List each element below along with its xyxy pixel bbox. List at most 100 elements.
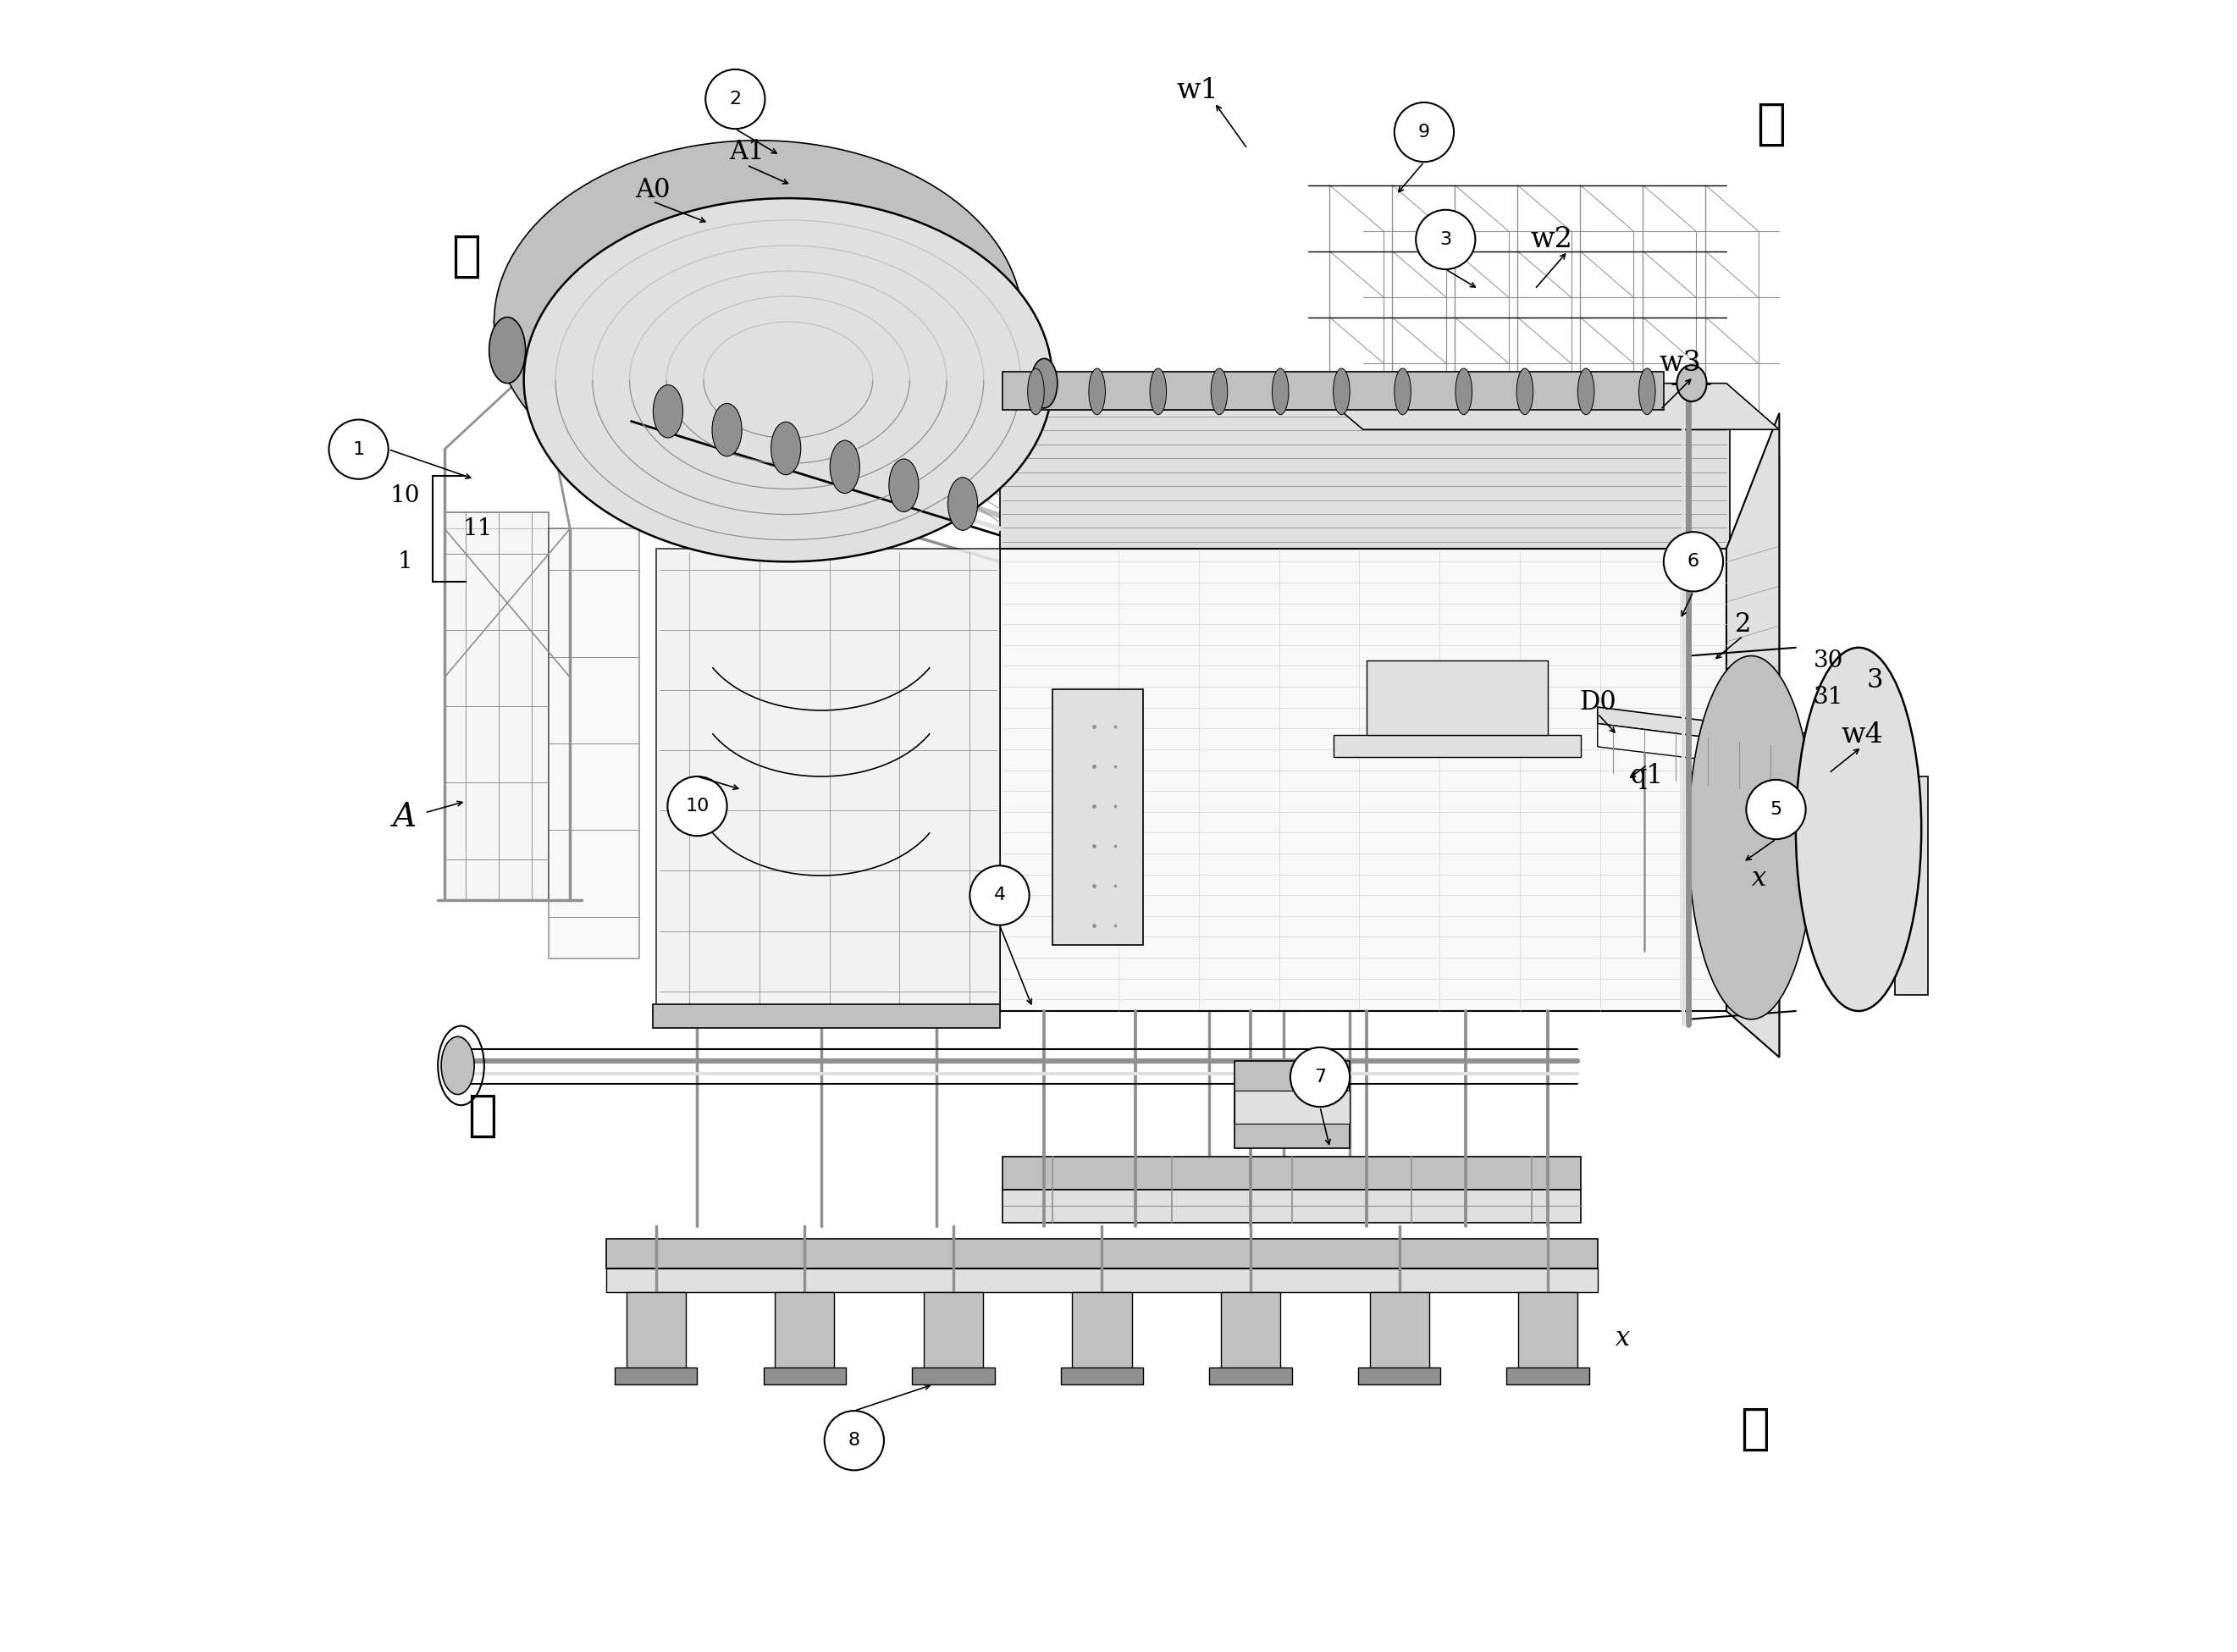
Circle shape [329,420,389,479]
Polygon shape [1309,383,1778,430]
Ellipse shape [948,477,978,530]
Circle shape [1291,1047,1349,1107]
Text: A1: A1 [729,139,765,165]
Polygon shape [1002,1189,1582,1222]
Text: 3: 3 [1868,667,1884,694]
Polygon shape [1369,1292,1429,1371]
Text: 10: 10 [389,484,421,507]
Polygon shape [445,512,548,900]
Ellipse shape [441,1037,474,1095]
Ellipse shape [1273,368,1289,415]
Circle shape [667,776,727,836]
Text: 4: 4 [993,887,1007,904]
Polygon shape [1358,1368,1441,1384]
Polygon shape [1221,1292,1280,1371]
Ellipse shape [653,385,682,438]
Text: 5: 5 [1769,801,1783,818]
Text: 6: 6 [1687,553,1700,570]
Polygon shape [1060,1368,1143,1384]
Circle shape [971,866,1029,925]
Text: 9: 9 [1418,124,1429,140]
Text: 10: 10 [685,798,709,814]
Polygon shape [606,1239,1597,1269]
Text: 右: 右 [468,1090,497,1140]
Text: w1: w1 [1177,78,1219,104]
Polygon shape [1333,735,1582,757]
Text: q1: q1 [1631,763,1664,790]
Ellipse shape [490,317,526,383]
Text: 11: 11 [463,517,492,540]
Ellipse shape [1456,368,1472,415]
Ellipse shape [830,441,859,494]
Polygon shape [1002,372,1664,410]
Polygon shape [1727,413,1778,1057]
Polygon shape [1000,548,1729,1011]
Text: 8: 8 [848,1432,861,1449]
Text: w2: w2 [1530,226,1573,253]
Ellipse shape [772,421,801,474]
Circle shape [1394,102,1454,162]
Text: 2: 2 [1734,611,1752,638]
Ellipse shape [1577,368,1595,415]
Ellipse shape [1027,368,1045,415]
Text: 7: 7 [1313,1069,1327,1085]
Polygon shape [1002,1156,1582,1189]
Ellipse shape [1031,358,1058,408]
Polygon shape [1210,1368,1293,1384]
Polygon shape [1519,1292,1577,1371]
Text: A: A [394,803,416,833]
Polygon shape [548,529,640,958]
Circle shape [1664,532,1722,591]
Polygon shape [1072,1292,1132,1371]
Polygon shape [913,1368,995,1384]
Circle shape [825,1411,884,1470]
Polygon shape [626,1292,687,1371]
Circle shape [1747,780,1805,839]
Ellipse shape [1796,648,1922,1011]
Ellipse shape [1640,368,1655,415]
Text: D0: D0 [1579,689,1615,715]
Polygon shape [653,1004,1000,1028]
Text: A0: A0 [635,177,671,203]
Text: 前: 前 [1740,1404,1769,1454]
Polygon shape [1235,1061,1349,1148]
Polygon shape [1235,1090,1349,1123]
Text: 31: 31 [1814,686,1843,709]
Text: 3: 3 [1441,231,1452,248]
Text: 30: 30 [1814,649,1843,672]
Polygon shape [1508,1368,1588,1384]
Text: 2: 2 [729,91,740,107]
Text: 1: 1 [398,550,412,573]
Circle shape [1416,210,1476,269]
Ellipse shape [1678,365,1707,401]
Circle shape [705,69,765,129]
Ellipse shape [1689,656,1814,1019]
Polygon shape [606,1269,1597,1292]
Polygon shape [924,1292,982,1371]
Text: 后: 后 [452,231,481,281]
Text: x: x [1615,1325,1629,1351]
FancyBboxPatch shape [1051,689,1143,945]
Polygon shape [774,1292,834,1371]
Polygon shape [1729,456,1778,1057]
Ellipse shape [1150,368,1165,415]
Ellipse shape [523,198,1051,562]
Polygon shape [1367,661,1548,735]
Ellipse shape [1517,368,1532,415]
Polygon shape [615,1368,698,1384]
Polygon shape [655,548,1000,1011]
Polygon shape [1597,724,1910,785]
Ellipse shape [1210,368,1228,415]
Ellipse shape [1394,368,1412,415]
Text: 1: 1 [353,441,365,458]
Text: w4: w4 [1841,722,1884,748]
Text: x: x [1752,866,1767,892]
Text: w3: w3 [1660,350,1702,377]
Polygon shape [1895,776,1928,995]
Ellipse shape [888,459,919,512]
Ellipse shape [1089,368,1105,415]
Ellipse shape [494,140,1022,504]
Polygon shape [1000,410,1729,548]
Ellipse shape [1333,368,1349,415]
Polygon shape [763,1368,846,1384]
